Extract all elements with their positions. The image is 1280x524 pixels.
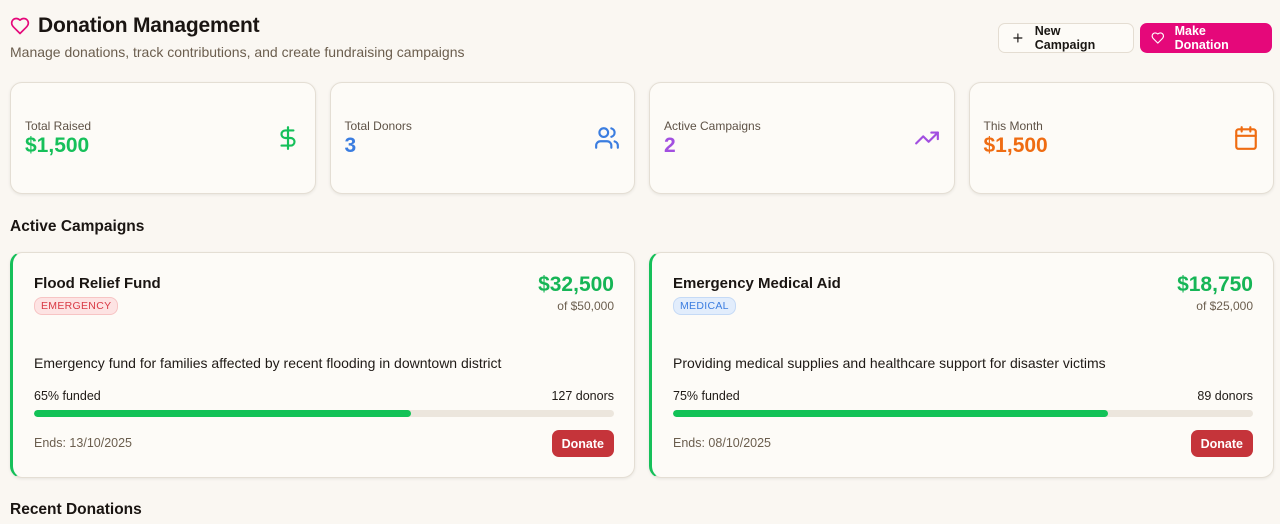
users-icon xyxy=(595,127,619,149)
progress-fill xyxy=(673,410,1108,417)
donor-count: 89 donors xyxy=(1197,389,1253,403)
campaign-goal: of $25,000 xyxy=(1196,299,1253,313)
stat-card-active-campaigns: Active Campaigns 2 xyxy=(649,82,955,194)
progress-fill xyxy=(34,410,411,417)
donate-button[interactable]: Donate xyxy=(1190,430,1253,457)
campaign-description: Emergency fund for families affected by … xyxy=(34,355,502,371)
campaign-goal: of $50,000 xyxy=(557,299,614,313)
stat-value: 3 xyxy=(344,134,357,157)
stat-label: Total Donors xyxy=(344,119,412,133)
trending-up-icon xyxy=(914,131,939,145)
make-donation-label: Make Donation xyxy=(1174,24,1229,52)
campaign-raised: $18,750 xyxy=(1177,273,1253,296)
calendar-icon xyxy=(1235,126,1257,150)
stat-card-this-month: This Month $1,500 xyxy=(968,82,1274,194)
make-donation-button[interactable]: Make Donation xyxy=(1140,23,1272,53)
active-campaigns-heading: Active Campaigns xyxy=(10,218,145,235)
campaign-name: Emergency Medical Aid xyxy=(673,275,841,292)
dollar-icon xyxy=(279,126,296,150)
new-campaign-label: New Campaign xyxy=(1034,24,1096,52)
stat-value: $1,500 xyxy=(983,134,1048,157)
campaign-tag: MEDICAL xyxy=(673,297,736,315)
campaign-end-date: Ends: 13/10/2025 xyxy=(34,436,132,450)
donor-count: 127 donors xyxy=(551,389,614,403)
campaign-tag: EMERGENCY xyxy=(34,297,119,315)
donate-button[interactable]: Donate xyxy=(551,430,614,457)
recent-donations-heading: Recent Donations xyxy=(10,501,142,518)
campaign-name: Flood Relief Fund xyxy=(34,275,161,292)
progress-bar xyxy=(34,410,614,417)
stat-label: Total Raised xyxy=(25,119,92,133)
page-header: Donation Management Manage donations, tr… xyxy=(10,14,1272,64)
stat-card-total-raised: Total Raised $1,500 xyxy=(10,82,316,194)
campaign-raised: $32,500 xyxy=(538,273,614,296)
stat-label: Active Campaigns xyxy=(664,119,761,133)
campaign-card: Flood Relief Fund EMERGENCY $32,500 of $… xyxy=(10,252,635,478)
stat-value: 2 xyxy=(664,134,676,157)
page-subtitle: Manage donations, track contributions, a… xyxy=(10,44,465,60)
campaign-list: Flood Relief Fund EMERGENCY $32,500 of $… xyxy=(10,252,1274,478)
funded-percent: 75% funded xyxy=(673,389,740,403)
campaign-description: Providing medical supplies and healthcar… xyxy=(673,355,1106,371)
campaign-end-date: Ends: 08/10/2025 xyxy=(673,436,771,450)
stat-value: $1,500 xyxy=(25,134,90,157)
progress-bar xyxy=(673,410,1253,417)
new-campaign-button[interactable]: New Campaign xyxy=(998,23,1134,53)
stat-label: This Month xyxy=(983,119,1043,133)
funded-percent: 65% funded xyxy=(34,389,101,403)
stat-card-total-donors: Total Donors 3 xyxy=(329,82,635,194)
heart-icon xyxy=(1151,32,1165,44)
page-title: Donation Management xyxy=(38,14,260,37)
plus-icon xyxy=(1013,33,1023,43)
heart-icon xyxy=(10,17,30,35)
campaign-card: Emergency Medical Aid MEDICAL $18,750 of… xyxy=(649,252,1274,478)
stats-grid: Total Raised $1,500 Total Donors 3 Activ… xyxy=(10,82,1274,194)
